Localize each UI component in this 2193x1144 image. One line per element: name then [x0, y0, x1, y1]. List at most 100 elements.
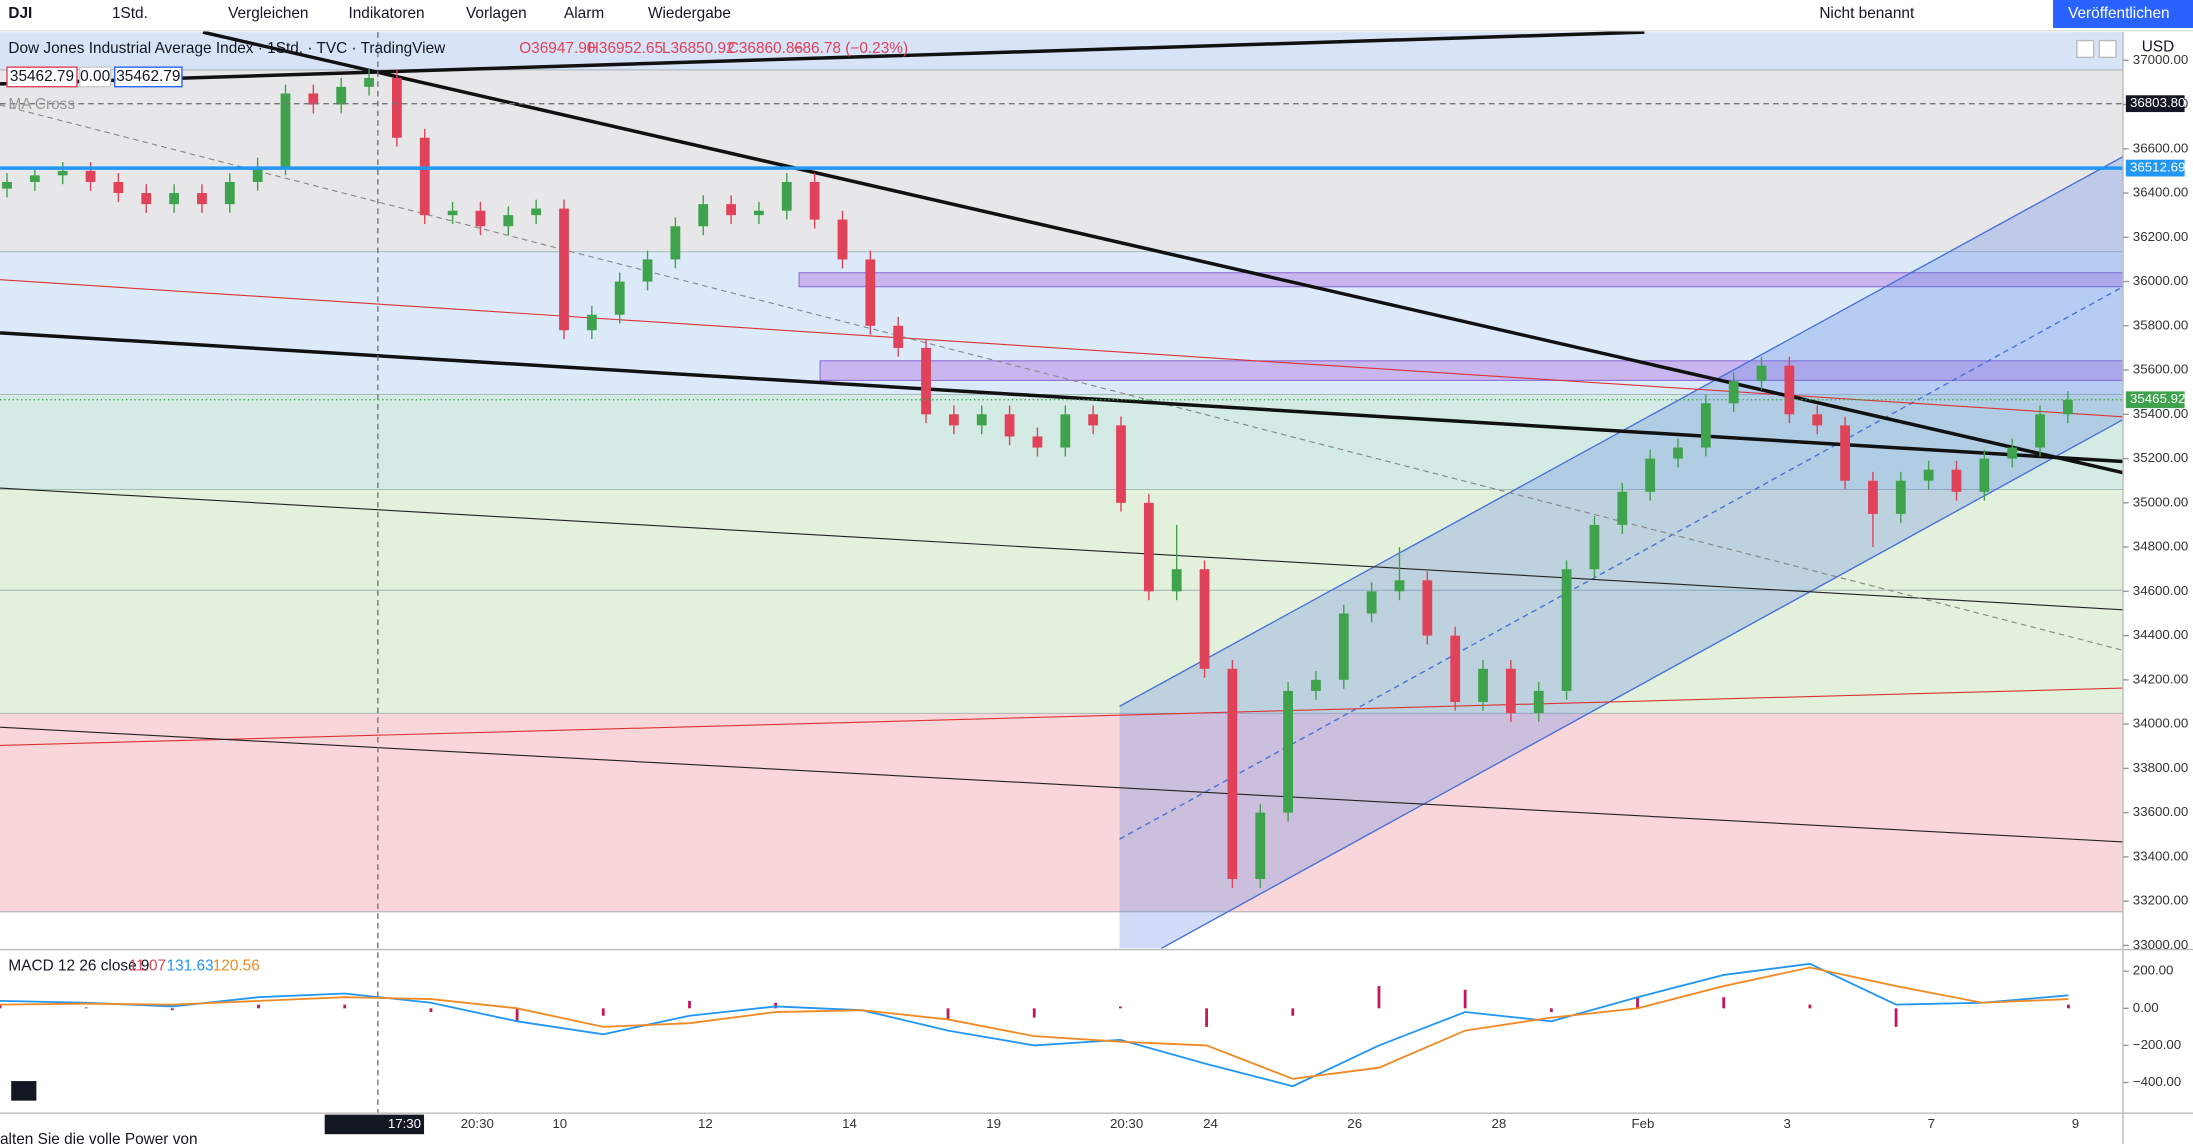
candle-body — [197, 193, 207, 205]
candle-body — [336, 86, 347, 105]
logo — [11, 1081, 37, 1101]
y-tick-label: −400.00 — [2133, 1074, 2181, 1089]
y-tick-label: 35000.00 — [2133, 494, 2188, 509]
candle-body — [1561, 569, 1572, 691]
candle-body — [503, 215, 514, 227]
y-tick-label: 34200.00 — [2133, 671, 2188, 686]
bid: 35462.79 — [10, 68, 74, 85]
macd-histogram-bar — [170, 1008, 174, 1011]
y-tick-label: 36200.00 — [2133, 229, 2188, 244]
bid-box — [6, 66, 78, 88]
y-tick-label: 33800.00 — [2133, 760, 2188, 775]
y-tick-label: 34400.00 — [2133, 627, 2188, 642]
candle-body — [1756, 365, 1767, 382]
candle-body — [948, 414, 959, 426]
publish-button[interactable] — [2053, 0, 2193, 28]
candle-body — [280, 93, 291, 167]
layout-name[interactable]: Nicht benannt — [1819, 5, 1915, 22]
ohlc-value: H36952.65 — [588, 40, 663, 57]
candle-body — [2, 181, 12, 189]
ask-box — [114, 66, 183, 88]
macd-histogram-bar — [1291, 1008, 1295, 1016]
y-tick-label: 200.00 — [2133, 963, 2174, 978]
y-tick-label: 0.00 — [2133, 1000, 2159, 1015]
candle-body — [113, 181, 124, 194]
candle-body — [865, 259, 876, 326]
candle-body — [2062, 399, 2073, 415]
interval[interactable]: 1Std. — [112, 5, 148, 22]
price-tag-label: 36512.69 — [2130, 160, 2185, 175]
publish-label[interactable]: Veröffentlichen — [2068, 5, 2169, 22]
candle-body — [837, 219, 848, 260]
spread-box — [79, 66, 112, 88]
macd-histogram-bar — [1549, 1008, 1553, 1013]
toolbar-button[interactable]: Wiedergabe — [648, 5, 731, 22]
candle-body — [364, 77, 374, 87]
candle-body — [1478, 668, 1488, 702]
candle-body — [531, 208, 542, 216]
candle-body — [85, 170, 96, 182]
macd-histogram-bar — [343, 1004, 347, 1009]
candle-body — [1394, 580, 1405, 592]
candle-body — [224, 181, 235, 205]
toolbar-button[interactable]: Vergleichen — [228, 5, 308, 22]
macd-histogram-bar — [515, 1008, 519, 1022]
toolbar-button[interactable]: Vorlagen — [466, 5, 527, 22]
crosshair-time-box — [324, 1114, 425, 1135]
x-tick-label: 7 — [1928, 1116, 1935, 1131]
crosshair-time-label: 17:30 — [388, 1116, 421, 1131]
symbol: DJI — [8, 5, 32, 22]
candle-body — [391, 77, 402, 138]
macd-readout: 131.63 — [167, 957, 214, 974]
y-tick-label: 33200.00 — [2133, 893, 2188, 908]
candle-body — [1505, 668, 1516, 714]
macd-histogram-bar — [1894, 1008, 1898, 1027]
y-tick-label: 36000.00 — [2133, 273, 2188, 288]
candle-body — [1422, 580, 1433, 636]
x-tick-label: 9 — [2072, 1116, 2079, 1131]
macd-histogram-bar — [1119, 1006, 1122, 1009]
ohlc-value: L36850.92 — [662, 40, 735, 57]
candle-body — [1116, 425, 1126, 503]
toolbar-button[interactable]: Indikatoren — [348, 5, 424, 22]
scroll-button[interactable] — [2076, 39, 2095, 59]
candle-body — [447, 210, 458, 216]
crosshair-price-label: 36803.80 — [2130, 95, 2185, 110]
macd-histogram-bar — [257, 1004, 260, 1009]
candle-body — [169, 193, 179, 205]
candle-body — [1311, 679, 1321, 691]
x-tick-label: 10 — [552, 1116, 567, 1131]
macd-histogram-bar — [429, 1008, 433, 1013]
ohlc-value: C36860.86 — [728, 40, 803, 57]
y-tick-label: 35600.00 — [2133, 362, 2188, 377]
y-tick-label: 35200.00 — [2133, 450, 2188, 465]
y-tick-label: 37000.00 — [2133, 52, 2188, 67]
candle-body — [1171, 569, 1182, 592]
macd-histogram-bar — [688, 1000, 691, 1009]
current-price-tag — [2125, 391, 2185, 409]
candle-body — [475, 210, 486, 227]
candle-body — [559, 208, 569, 331]
candle-body — [29, 175, 40, 182]
candle-body — [1812, 414, 1823, 426]
candle-body — [1060, 414, 1071, 448]
macd-readout: 11.07 — [129, 957, 166, 974]
y-tick-label: 34600.00 — [2133, 583, 2188, 598]
reset-button[interactable] — [2098, 39, 2117, 59]
macd-histogram-bar — [1722, 997, 1726, 1009]
candle-body — [1895, 480, 1906, 514]
banner: alten Sie die volle Power von — [0, 1131, 198, 1144]
toolbar-button[interactable]: Alarm — [564, 5, 604, 22]
x-tick-label: Feb — [1632, 1116, 1655, 1131]
candle-body — [1784, 365, 1795, 415]
price-tag — [2125, 159, 2185, 177]
current-price-label: 35465.92 — [2130, 391, 2185, 406]
candle-body — [670, 226, 681, 260]
plot-marks — [0, 32, 2124, 1114]
x-tick-label: 12 — [698, 1116, 713, 1131]
candle-body — [614, 281, 625, 315]
candle-body — [252, 166, 263, 182]
